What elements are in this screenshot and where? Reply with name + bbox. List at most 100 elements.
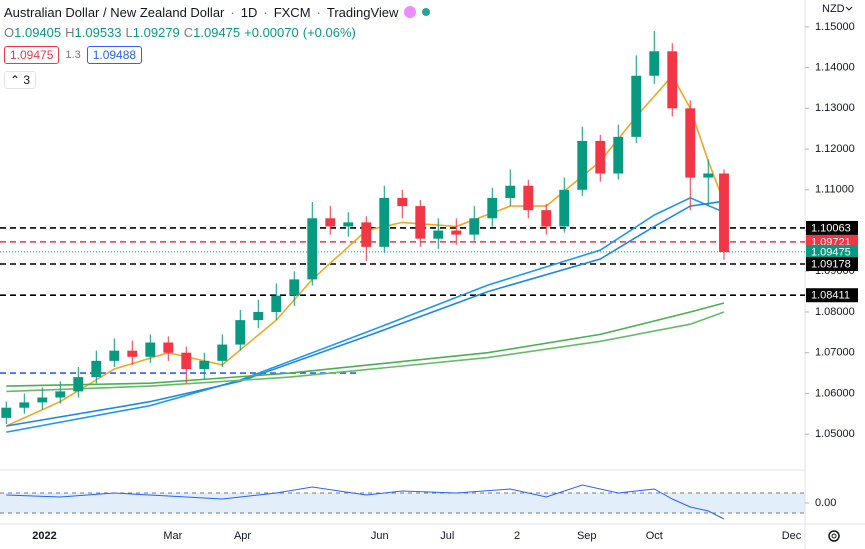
price-label: 1.09475 — [811, 246, 851, 258]
quote-value: 1.09279 — [132, 24, 180, 40]
candle-body — [703, 173, 714, 178]
candle — [631, 55, 642, 143]
y-tick-label: 1.15000 — [815, 21, 855, 33]
candle-body — [325, 218, 336, 227]
candle-body — [163, 342, 174, 353]
candle-body — [217, 344, 228, 361]
candle-body — [271, 295, 282, 312]
market-status[interactable] — [422, 8, 431, 16]
sep: · — [230, 4, 235, 20]
quote-value: 1.09405 — [14, 24, 62, 40]
change: +0.00070 — [244, 24, 299, 40]
candle-body — [199, 360, 210, 369]
oscillator-tick-label: 0.00 — [815, 497, 836, 509]
candle-body — [361, 222, 372, 247]
candle — [397, 189, 408, 219]
candle-body — [523, 185, 534, 211]
candle — [127, 340, 138, 365]
candle — [217, 334, 228, 367]
candle — [379, 185, 390, 253]
candle-body — [577, 140, 588, 190]
x-tick-label: Mar — [163, 530, 182, 542]
candle — [1, 401, 12, 424]
price-label-box — [806, 256, 858, 271]
candle-body — [559, 189, 570, 227]
y-tick-label: 1.11000 — [815, 184, 854, 196]
candle-body — [343, 222, 354, 227]
candle-body — [37, 397, 48, 403]
candle-body — [685, 108, 696, 178]
candle — [55, 381, 66, 404]
quote-label: O — [4, 24, 15, 40]
candle-body — [379, 197, 390, 247]
candle — [613, 124, 624, 180]
gear[interactable] — [828, 530, 840, 542]
x-tick-label: 2 — [514, 530, 520, 542]
x-tick-label: Jun — [371, 530, 389, 542]
candle — [235, 309, 246, 351]
candle-body — [667, 51, 678, 109]
oscillator-line — [6, 484, 725, 520]
sell-button[interactable]: 1.09475 — [4, 46, 60, 64]
candle — [505, 169, 516, 207]
candle — [325, 206, 336, 235]
candle — [361, 216, 372, 262]
candle-body — [235, 320, 246, 345]
candle — [91, 350, 102, 384]
candle-body — [307, 218, 318, 280]
candle-body — [145, 342, 156, 357]
currency-label[interactable]: NZD — [822, 3, 845, 15]
moving-average — [6, 302, 725, 387]
indicators-toggle[interactable]: ⌃ 3 — [4, 71, 37, 89]
x-tick-label: Jul — [440, 530, 454, 542]
candle — [469, 206, 480, 241]
candle — [19, 393, 30, 414]
candle-body — [1, 407, 12, 418]
currency-dropdown[interactable] — [845, 6, 853, 11]
candle-body — [127, 350, 138, 357]
interval[interactable]: 1D — [240, 4, 258, 20]
candle-body — [91, 360, 102, 378]
moving-average — [6, 197, 725, 433]
y-tick-label: 1.06000 — [815, 387, 855, 399]
candle-body — [289, 279, 300, 296]
candle — [433, 218, 444, 249]
buy-button[interactable]: 1.09488 — [86, 46, 143, 64]
quote-value: 1.09475 — [193, 24, 241, 40]
price-label-box — [806, 244, 858, 259]
candle-body — [719, 173, 729, 253]
candle-body — [451, 230, 462, 235]
candle — [577, 126, 588, 196]
quote-item: C1.09475 — [184, 25, 240, 40]
candle — [307, 202, 318, 286]
settings-icon[interactable] — [828, 530, 840, 542]
indicators-row: ⌃ 3 — [4, 70, 430, 90]
candle — [523, 179, 534, 219]
candle-body — [415, 206, 426, 239]
candle-body — [55, 391, 66, 398]
y-tick-label: 1.07000 — [815, 347, 855, 359]
change-pct: (+0.06%) — [302, 24, 356, 40]
gear-hub[interactable] — [831, 533, 837, 539]
y-tick-label: 1.14000 — [815, 62, 855, 74]
quote-label: L — [125, 24, 133, 40]
candle — [181, 346, 192, 384]
candle-body — [109, 350, 120, 361]
candle — [541, 204, 552, 235]
indicators-count: 3 — [23, 73, 31, 87]
price-label: 1.10063 — [811, 222, 851, 234]
candle-body — [397, 197, 408, 207]
symbol[interactable]: Australian Dollar / New Zealand Dollar — [4, 4, 225, 20]
candle — [667, 43, 678, 117]
y-tick-label: 1.05000 — [815, 428, 855, 440]
candle — [199, 352, 210, 380]
visibility-icon[interactable] — [404, 6, 417, 18]
y-tick-label: 1.08000 — [815, 306, 855, 318]
candle-body — [253, 311, 264, 321]
candle-body — [505, 185, 516, 198]
candle-body — [649, 51, 660, 76]
trade-row: 1.09475 1.3 1.09488 — [4, 45, 430, 65]
quote-item: O1.09405 — [4, 25, 61, 40]
